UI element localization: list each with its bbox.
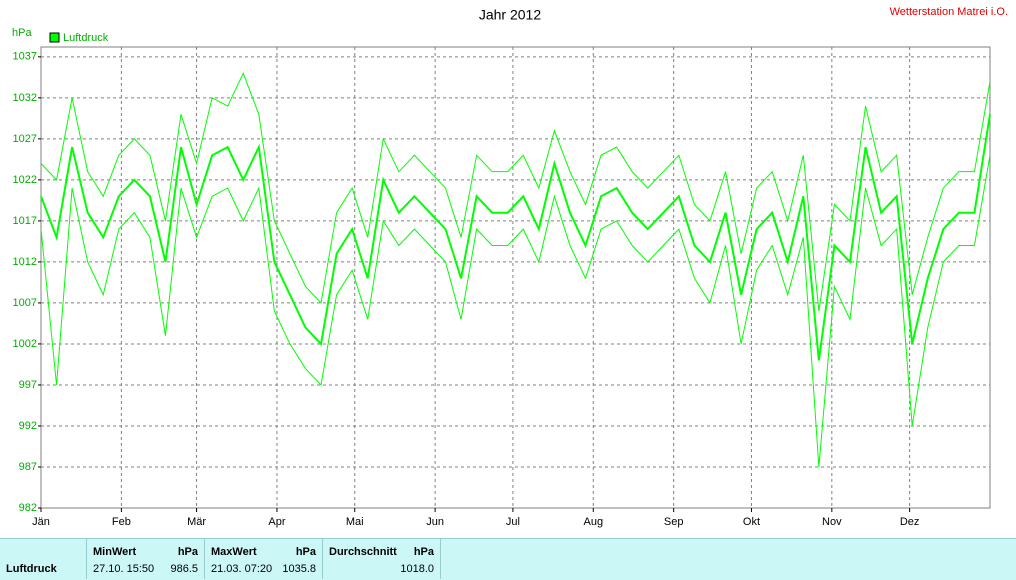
- time: 21.03. 07:20: [211, 563, 273, 575]
- y-tick-label: 982: [19, 502, 37, 514]
- y-tick-label: 1037: [13, 51, 37, 63]
- x-tick-label: Feb: [112, 516, 131, 528]
- y-tick-label: 1002: [13, 338, 37, 350]
- time: 27.10. 15:50: [93, 563, 155, 575]
- header: MaxWert: [211, 546, 257, 558]
- chart: Jahr 2012 Wetterstation Matrei i.O. hPa …: [12, 6, 1008, 528]
- value: 986.5: [170, 563, 198, 575]
- station-name: Wetterstation Matrei i.O.: [890, 6, 1008, 18]
- y-tick-label: 1017: [13, 215, 37, 227]
- unit: hPa: [295, 546, 316, 558]
- value: 1035.8: [282, 563, 316, 575]
- y-tick-label: 987: [19, 461, 37, 473]
- x-tick-label: Nov: [822, 516, 842, 528]
- series-line: [40, 114, 991, 361]
- stats-table: Luftdruck MinWert hPa 27.10. 15:50 986.5…: [0, 538, 1016, 580]
- y-tick-label: 1007: [13, 297, 37, 309]
- value: 1018.0: [400, 563, 434, 575]
- y-tick-label: 1012: [13, 256, 37, 268]
- header: MinWert: [93, 546, 137, 558]
- x-tick-label: Sep: [664, 516, 684, 528]
- y-tick-label: 992: [19, 420, 37, 432]
- range-line: [40, 71, 991, 312]
- x-tick-label: Mär: [187, 516, 206, 528]
- legend-label: Luftdruck: [63, 32, 109, 44]
- x-tick-label: Jun: [426, 516, 444, 528]
- stats-cell: Luftdruck: [0, 539, 87, 579]
- range-line: [40, 155, 991, 468]
- header: Durchschnitt: [329, 546, 397, 558]
- stats-cell: MaxWert hPa 21.03. 07:20 1035.8: [205, 539, 323, 579]
- x-tick-label: Apr: [268, 516, 285, 528]
- unit: hPa: [413, 546, 434, 558]
- x-tick-label: Jän: [32, 516, 50, 528]
- y-tick-label: 1027: [13, 133, 37, 145]
- x-tick-label: Dez: [900, 516, 920, 528]
- legend-swatch: [49, 32, 60, 43]
- stats-cell: MinWert hPa 27.10. 15:50 986.5: [87, 539, 205, 579]
- x-tick-label: Aug: [583, 516, 603, 528]
- x-tick-label: Mai: [346, 516, 364, 528]
- x-tick-label: Jul: [506, 516, 520, 528]
- y-tick-label: 1032: [13, 92, 37, 104]
- y-tick-label: 997: [19, 379, 37, 391]
- y-tick-label: 1022: [13, 174, 37, 186]
- plot-area: [40, 46, 991, 509]
- unit: hPa: [177, 546, 198, 558]
- stats-cell: Durchschnitt hPa 1018.0: [323, 539, 441, 579]
- row-label: Luftdruck: [6, 563, 57, 575]
- chart-title: Jahr 2012: [479, 7, 541, 23]
- x-tick-label: Okt: [743, 516, 760, 528]
- y-axis-label: hPa: [12, 27, 32, 39]
